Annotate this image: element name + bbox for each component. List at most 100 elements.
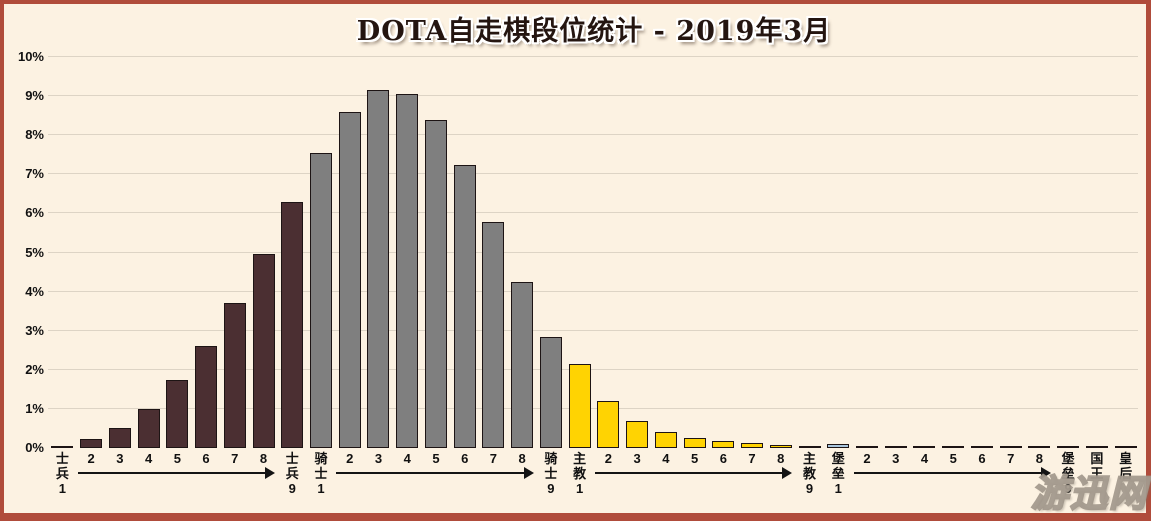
bar-士兵1 xyxy=(51,446,74,448)
x-tick-label: 7 xyxy=(489,451,498,466)
bar-主教4 xyxy=(654,432,677,448)
bar-堡垒9 xyxy=(1057,446,1080,448)
bar-骑士1 xyxy=(310,153,332,448)
bar-骑士9 xyxy=(539,337,562,448)
y-tick-label: 1% xyxy=(25,400,44,416)
x-tick-label: 8 xyxy=(259,451,268,466)
x-label-char: 垒 xyxy=(831,466,845,481)
x-label-num: 9 xyxy=(288,481,296,496)
bar-堡垒4 xyxy=(913,446,936,448)
bar-主教6 xyxy=(712,441,735,448)
range-arrow-head xyxy=(782,467,793,479)
y-tick-label: 0% xyxy=(25,440,44,455)
x-label-char: 堡 xyxy=(1061,451,1075,466)
x-tick-label: 3 xyxy=(633,451,641,466)
x-label-char: 士 xyxy=(544,466,558,481)
y-axis: 0% 1% 2% 3% 4% 5% 6% 7% 8% 9% 10% xyxy=(4,49,44,455)
bar-士兵2 xyxy=(80,439,103,448)
x-tick-label: 5 xyxy=(173,451,181,466)
x-tick-label: 5 xyxy=(949,451,957,466)
gridline xyxy=(48,251,1138,253)
x-label-char: 教 xyxy=(803,466,817,481)
bar-士兵4 xyxy=(137,409,160,448)
x-label-char: 堡 xyxy=(831,451,845,466)
bar-士兵8 xyxy=(252,254,275,448)
watermark: 游迅网 xyxy=(1030,472,1148,515)
bar-堡垒1 xyxy=(827,444,850,448)
x-label-char: 后 xyxy=(1119,466,1133,481)
range-arrow-head xyxy=(1040,467,1051,479)
y-tick-label: 2% xyxy=(25,361,44,377)
x-tick-label: 6 xyxy=(719,451,727,466)
bar-士兵6 xyxy=(195,346,218,448)
y-tick-label: 5% xyxy=(25,244,44,260)
x-tick-label: 4 xyxy=(403,451,411,466)
x-label-num: 9 xyxy=(805,481,814,496)
x-tick-label: 4 xyxy=(144,451,153,466)
range-arrow-line xyxy=(853,472,1042,474)
x-tick-label: 4 xyxy=(920,451,929,466)
gridline xyxy=(48,407,1138,409)
y-tick-label: 8% xyxy=(25,127,44,143)
x-label-char: 国 xyxy=(1090,451,1104,466)
x-tick-label: 7 xyxy=(1007,451,1015,466)
x-tick-label: 6 xyxy=(202,451,210,466)
x-label-char: 垒 xyxy=(1061,466,1075,481)
bar-士兵9 xyxy=(281,202,304,448)
bar-堡垒7 xyxy=(999,446,1022,448)
x-tick-label: 4 xyxy=(662,451,670,466)
gridline xyxy=(48,173,1138,175)
x-label-char: 主 xyxy=(573,451,587,466)
y-tick-label: 7% xyxy=(25,166,44,182)
x-label-char: 兵 xyxy=(55,466,69,481)
bar-骑士8 xyxy=(511,282,534,448)
bar-骑士6 xyxy=(453,165,476,448)
x-label-char: 骑 xyxy=(314,451,328,466)
bar-主教9 xyxy=(798,446,821,448)
bar-主教5 xyxy=(683,438,706,448)
range-arrow-line xyxy=(336,472,525,474)
x-tick-label: 7 xyxy=(231,451,239,466)
range-arrow-line xyxy=(595,472,784,474)
y-tick-label: 10% xyxy=(17,49,44,64)
x-label-char: 主 xyxy=(803,451,817,466)
x-group-label: 国王 xyxy=(1083,451,1112,481)
gridline xyxy=(48,368,1138,370)
x-label-num: 1 xyxy=(58,481,66,496)
plot-area xyxy=(48,56,1140,448)
gridline xyxy=(48,95,1138,97)
bar-国王 xyxy=(1085,446,1108,448)
bar-主教8 xyxy=(769,445,792,448)
gridline xyxy=(48,134,1138,136)
x-tick-label: 2 xyxy=(87,451,95,466)
x-label-num: 9 xyxy=(547,481,555,496)
x-label-char: 皇 xyxy=(1119,451,1133,466)
bar-堡垒6 xyxy=(970,446,993,448)
bar-骑士3 xyxy=(367,90,390,448)
gridline xyxy=(48,56,1138,57)
gridline xyxy=(48,212,1138,214)
bar-堡垒8 xyxy=(1028,446,1051,448)
x-tick-label: 2 xyxy=(863,451,871,466)
x-tick-label: 3 xyxy=(116,451,124,466)
x-tick-label: 8 xyxy=(1035,451,1044,466)
bar-士兵7 xyxy=(223,303,246,448)
gridline xyxy=(48,329,1138,331)
x-tick-label: 5 xyxy=(432,451,440,466)
chart-title: DOTA自走棋段位统计 - 2019年3月 xyxy=(356,16,832,47)
x-label-char: 兵 xyxy=(285,466,299,481)
bar-主教3 xyxy=(626,421,649,448)
y-tick-label: 9% xyxy=(25,88,44,104)
x-tick-label: 3 xyxy=(374,451,383,466)
x-label-num: 1 xyxy=(317,481,325,496)
x-label-char: 教 xyxy=(573,466,587,481)
x-tick-label: 2 xyxy=(346,451,354,466)
x-label-char: 骑 xyxy=(544,451,558,466)
x-tick-label: 2 xyxy=(604,451,612,466)
